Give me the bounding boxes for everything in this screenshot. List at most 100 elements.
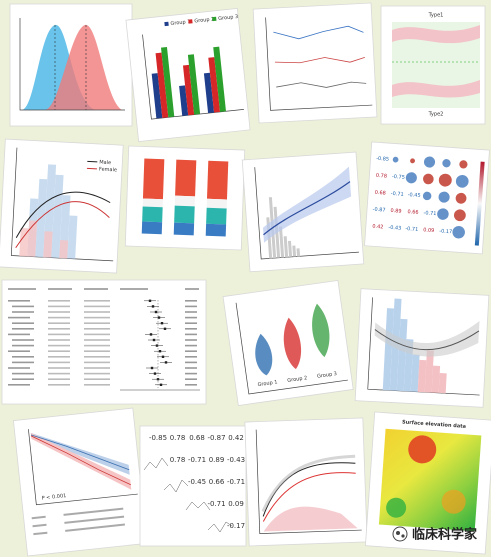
row-text: [185, 305, 197, 308]
row-text: [185, 378, 197, 380]
corr-value: 0.09: [228, 500, 244, 508]
card-grouped-bar: Group 1 Group 2 Group 3: [125, 8, 251, 142]
row-text: [84, 300, 110, 302]
card-regression: [241, 151, 365, 273]
row-text: [185, 367, 197, 369]
row-text: [84, 350, 110, 352]
corr-circle: [442, 159, 451, 168]
corr-value: 0.78: [376, 173, 388, 180]
row-text: [12, 305, 34, 308]
row-text: [84, 378, 110, 380]
row-text: [84, 322, 110, 324]
row-text: [12, 344, 34, 347]
legend-label: Male: [99, 160, 111, 167]
row-text: [48, 322, 70, 324]
corr-value: 0.68: [374, 190, 386, 197]
corr-value: -0.43: [227, 456, 245, 464]
row-text: [12, 356, 34, 358]
point: [160, 322, 164, 325]
point: [148, 299, 152, 302]
row-text: [8, 300, 30, 302]
corr-value: 0.42: [228, 434, 244, 442]
corr-value: -0.71: [391, 191, 404, 198]
row-text: [8, 316, 30, 319]
legend-label: Group 1: [170, 19, 191, 27]
corr-value: -0.87: [372, 207, 385, 214]
row-text: [185, 372, 197, 375]
row-text: [48, 339, 70, 341]
row-text: [185, 333, 197, 336]
corr-value: -0.17: [439, 228, 452, 235]
row-text: [48, 378, 70, 380]
row-text: [48, 305, 70, 308]
corr-circle: [438, 173, 452, 187]
corr-value: 0.89: [209, 456, 225, 464]
row-text: [8, 350, 30, 352]
row-text: [8, 384, 30, 386]
row-text: [12, 378, 34, 380]
point: [155, 344, 159, 347]
point: [151, 305, 155, 308]
row-text: [84, 316, 110, 319]
row-text: [84, 311, 110, 313]
corr-value: 0.68: [189, 434, 205, 442]
row-text: [84, 372, 110, 375]
surface-title: Surface elevation data: [402, 419, 466, 429]
corr-circle: [410, 158, 416, 164]
point: [164, 361, 168, 364]
row-text: [185, 361, 197, 364]
row-text: [48, 328, 70, 330]
corr-value: -0.17: [227, 522, 245, 530]
p-value: P < 0.001: [41, 493, 66, 502]
corr-circle: [452, 225, 465, 239]
point: [153, 372, 157, 375]
card-survival: P < 0.001: [12, 407, 148, 557]
corr-circle: [405, 172, 417, 184]
row-text: [48, 300, 70, 302]
corr-value: -0.45: [407, 192, 420, 199]
corr-value: 0.66: [209, 478, 225, 486]
x-tick-label: Group 1: [257, 379, 278, 388]
card-forest-plot: [1, 279, 207, 405]
row-text: [185, 316, 197, 319]
row-text: [8, 367, 30, 369]
corr-circle: [453, 209, 466, 222]
point: [158, 350, 162, 353]
corr-value: -0.85: [149, 434, 167, 442]
row-text: [185, 300, 197, 302]
corr-value: -0.85: [376, 156, 389, 163]
row-text: [84, 328, 110, 330]
corr-circle: [455, 174, 469, 188]
corr-value: -0.87: [207, 434, 225, 442]
row-text: [48, 344, 70, 347]
row-text: [12, 311, 34, 313]
x-tick-label: Group 3: [317, 371, 338, 380]
row-text: [48, 367, 70, 369]
row-text: [84, 367, 110, 369]
row-text: [84, 361, 110, 364]
corr-value: -0.71: [405, 226, 418, 233]
corr-circle: [422, 191, 432, 201]
row-text: [48, 333, 70, 336]
point: [163, 327, 167, 330]
card-stacked-bar: [124, 145, 246, 251]
card-corr-heatmap: -0.850.78 -0.750.68 -0.71 -0.45-0.87 0.89 0.6…: [364, 141, 490, 255]
legend-label: Female: [99, 166, 117, 173]
corr-value: -0.71: [188, 456, 206, 464]
point: [149, 333, 153, 336]
card-violin: Group 1 Group 2 Group 3: [222, 280, 354, 406]
corr-value: 0.89: [390, 208, 402, 215]
corr-value: -0.71: [423, 210, 436, 217]
row-text: [84, 305, 110, 308]
card-histogram-curve: [354, 288, 490, 408]
row-text: [48, 316, 70, 319]
row-text: [84, 333, 110, 336]
corr-value: -0.75: [392, 174, 405, 181]
row-text: [48, 356, 70, 358]
x-tick-label: Group 2: [287, 375, 308, 384]
row-text: [48, 311, 70, 313]
point: [150, 366, 154, 370]
band-label: Type2: [428, 112, 444, 118]
corr-value: -0.71: [227, 478, 245, 486]
card-line: [252, 2, 378, 124]
